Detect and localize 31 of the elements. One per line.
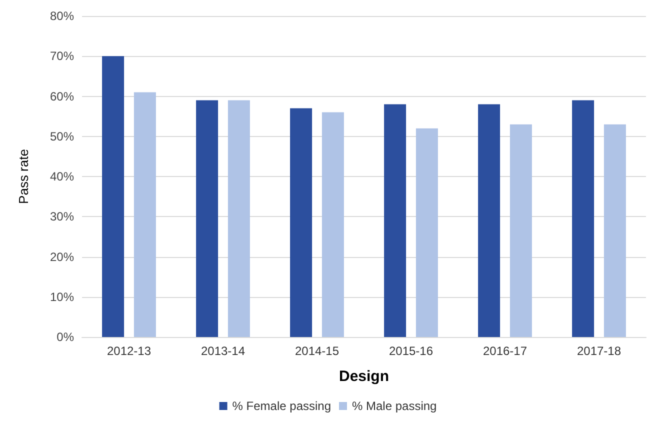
y-tick-label: 70% [50, 49, 74, 64]
x-tick-label: 2016-17 [482, 344, 528, 358]
bar [572, 100, 594, 337]
bar [384, 104, 406, 337]
x-axis-title: Design [338, 368, 390, 385]
bar [416, 128, 438, 337]
bar [604, 124, 626, 337]
y-tick-label: 80% [50, 9, 74, 23]
bar [322, 112, 344, 337]
bar [102, 56, 124, 337]
bar [510, 124, 532, 337]
bar [196, 100, 218, 337]
legend-label: % Male passing [352, 399, 437, 413]
y-tick-label: 30% [50, 210, 74, 224]
legend-label: % Female passing [232, 399, 332, 413]
y-tick-label: 50% [50, 129, 74, 144]
x-tick-label: 2012-13 [106, 344, 152, 358]
y-tick-label: 40% [50, 170, 74, 184]
bar [290, 108, 312, 337]
y-tick-label: 60% [50, 89, 74, 104]
x-tick-label: 2014-15 [294, 344, 340, 358]
x-tick-label: 2013-14 [200, 344, 246, 358]
x-tick-label: 2015-16 [388, 344, 434, 358]
bar [478, 104, 500, 337]
y-tick-label: 20% [50, 250, 74, 264]
y-tick-label: 10% [50, 290, 74, 304]
x-tick-label: 2017-18 [576, 344, 622, 358]
y-tick-label: 0% [56, 330, 74, 344]
bar [134, 92, 156, 337]
y-axis-title: Pass rate [16, 149, 31, 204]
bar [228, 100, 250, 337]
